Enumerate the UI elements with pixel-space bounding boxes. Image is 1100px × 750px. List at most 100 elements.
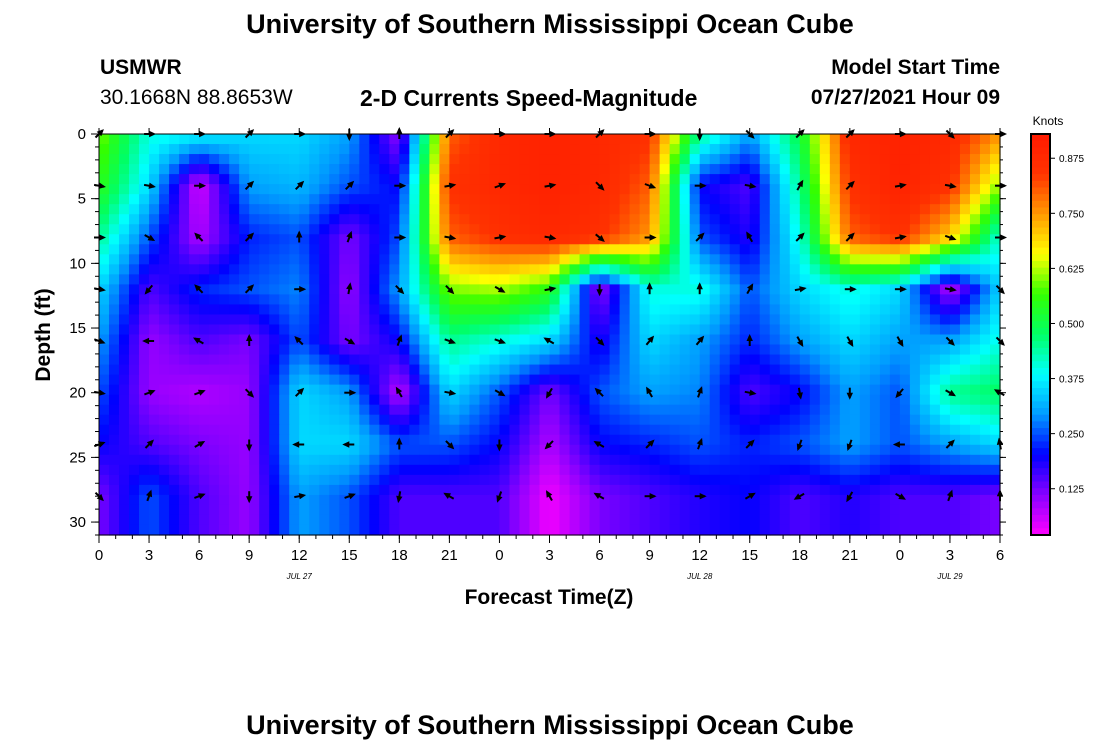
heatmap-cell [899, 134, 911, 145]
heatmap-cell [579, 444, 591, 456]
heatmap-cell [699, 294, 711, 306]
heatmap-cell [209, 294, 220, 306]
heatmap-cell [229, 264, 240, 275]
heatmap-cell [469, 244, 481, 255]
heatmap-cell [229, 464, 240, 476]
heatmap-cell [259, 364, 270, 376]
heatmap-cell [239, 164, 250, 175]
heatmap-cell [799, 254, 811, 265]
heatmap-cell [449, 434, 460, 446]
heatmap-cell [549, 524, 561, 536]
heatmap-cell [649, 344, 661, 356]
heatmap-cell [929, 414, 941, 426]
heatmap-cell [949, 364, 961, 376]
heatmap-cell [749, 264, 761, 275]
heatmap-cell [509, 304, 521, 316]
heatmap-cell [249, 294, 260, 306]
arrow-head [593, 492, 602, 499]
heatmap-cell [219, 404, 230, 416]
heatmap-cell [179, 244, 190, 255]
heatmap-cell [989, 274, 1001, 285]
heatmap-cell [699, 334, 711, 346]
current-arrow [744, 492, 756, 500]
arrow-head [847, 180, 855, 188]
heatmap-cell [649, 184, 661, 195]
x-tick-label: 9 [645, 547, 653, 564]
heatmap-cell [299, 224, 310, 235]
heatmap-cell [989, 474, 1001, 486]
heatmap-cell [549, 484, 561, 496]
heatmap-cell [119, 154, 130, 165]
heatmap-cell [219, 324, 230, 336]
heatmap-cell [949, 134, 961, 145]
heatmap-cell [449, 364, 460, 376]
heatmap-cell [539, 324, 551, 336]
heatmap-cell [759, 134, 771, 145]
heatmap-cell [109, 444, 120, 456]
heatmap-cell [839, 464, 851, 476]
heatmap-cell [669, 424, 681, 436]
heatmap-cell [819, 184, 831, 195]
arrow-head [298, 493, 307, 500]
heatmap-cell [579, 294, 591, 306]
heatmap-cell [349, 364, 360, 376]
date-label: JUL 27 [286, 572, 313, 581]
colorbar-segment [1031, 194, 1050, 202]
colorbar-segment [1031, 167, 1050, 175]
heatmap-cell [599, 254, 611, 265]
heatmap-cell [569, 464, 581, 476]
heatmap-cell [459, 234, 471, 245]
heatmap-cell [639, 364, 651, 376]
heatmap-cell [789, 244, 801, 255]
arrow-head [948, 389, 956, 397]
heatmap-cell [809, 254, 821, 265]
heatmap-cell [559, 464, 571, 476]
heatmap-cell [929, 304, 941, 316]
heatmap-cell [719, 234, 731, 245]
heatmap-cell [229, 304, 240, 316]
heatmap-cell [709, 524, 721, 536]
colorbar-segment [1031, 180, 1050, 189]
heatmap-cell [579, 194, 591, 205]
heatmap-cell [729, 214, 741, 225]
colorbar-segment [1031, 207, 1050, 215]
heatmap-cell [609, 484, 621, 496]
heatmap-cell [539, 234, 551, 245]
heatmap-cell [449, 224, 460, 235]
heatmap-cell [699, 344, 711, 356]
heatmap-cell [609, 454, 621, 466]
heatmap-cell [349, 434, 360, 446]
heatmap-cell [929, 324, 941, 336]
heatmap-cell [609, 304, 621, 316]
heatmap-cell [859, 254, 871, 265]
heatmap-cell [989, 184, 1001, 195]
heatmap-cell [779, 324, 791, 336]
heatmap-cell [279, 254, 290, 265]
heatmap-cell [199, 284, 210, 295]
heatmap-cell [749, 514, 761, 526]
heatmap-cell [959, 354, 971, 366]
heatmap-cell [849, 444, 861, 456]
heatmap-cell [149, 164, 160, 175]
heatmap-cell [339, 434, 350, 446]
heatmap-cell [759, 314, 771, 326]
heatmap-cell [169, 374, 180, 386]
heatmap-cell [259, 324, 270, 336]
heatmap-cell [289, 334, 300, 346]
heatmap-cell [119, 214, 130, 225]
heatmap-cell [169, 514, 180, 526]
heatmap-cell [409, 364, 420, 376]
heatmap-cell [499, 154, 511, 165]
heatmap-cell [729, 414, 741, 426]
heatmap-cell [789, 424, 801, 436]
heatmap-cell [369, 514, 380, 526]
current-arrow [645, 439, 655, 449]
heatmap-cell [219, 314, 230, 326]
heatmap-cell [869, 184, 881, 195]
heatmap-cell [929, 344, 941, 356]
heatmap-cell [699, 404, 711, 416]
heatmap-cell [849, 474, 861, 486]
heatmap-cell [889, 344, 901, 356]
heatmap-cell [709, 364, 721, 376]
heatmap-cell [539, 204, 551, 215]
